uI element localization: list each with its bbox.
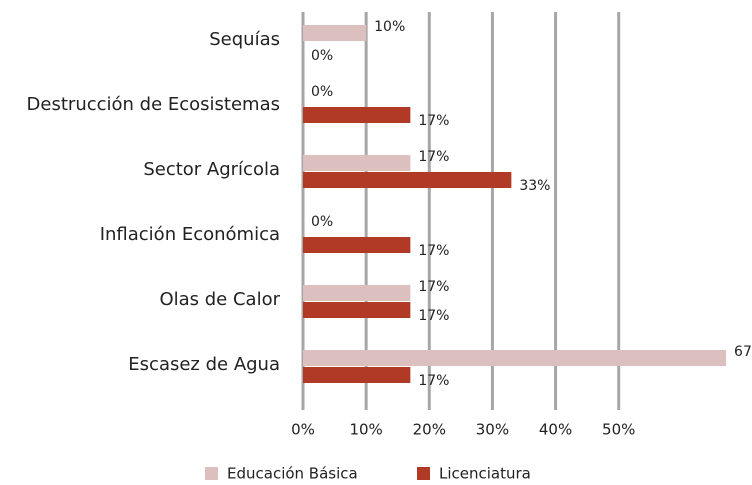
legend-label: Educación Básica bbox=[227, 465, 358, 482]
value-label: 17% bbox=[418, 149, 449, 165]
x-tick-label: 0% bbox=[291, 421, 315, 439]
category-label: Destrucción de Ecosistemas bbox=[27, 94, 280, 115]
category-label: Sector Agrícola bbox=[143, 159, 280, 180]
bar bbox=[303, 25, 367, 41]
value-label: 0% bbox=[311, 84, 333, 100]
category-label: Sequías bbox=[209, 29, 280, 50]
value-label: 17% bbox=[418, 373, 449, 389]
bar bbox=[303, 302, 411, 318]
x-tick-label: 50% bbox=[602, 421, 635, 439]
bar bbox=[303, 155, 411, 171]
value-label: 0% bbox=[311, 48, 333, 64]
bar bbox=[303, 367, 411, 383]
x-tick-label: 40% bbox=[539, 421, 572, 439]
value-label: 17% bbox=[418, 279, 449, 295]
value-label: 10% bbox=[374, 19, 405, 35]
x-tick-label: 10% bbox=[349, 421, 382, 439]
legend-swatch bbox=[417, 467, 430, 480]
x-tick-label: 30% bbox=[476, 421, 509, 439]
category-label: Olas de Calor bbox=[159, 289, 280, 310]
bar bbox=[303, 172, 512, 188]
value-label: 0% bbox=[311, 214, 333, 230]
bar bbox=[303, 237, 411, 253]
legend-swatch bbox=[205, 467, 218, 480]
value-label: 33% bbox=[519, 178, 550, 194]
value-label: 67% bbox=[734, 344, 752, 360]
category-label: Escasez de Agua bbox=[128, 354, 280, 375]
value-label: 17% bbox=[418, 308, 449, 324]
value-label: 17% bbox=[418, 113, 449, 129]
bar bbox=[303, 350, 727, 366]
category-label: Inflación Económica bbox=[100, 224, 280, 245]
x-tick-label: 20% bbox=[413, 421, 446, 439]
value-label: 17% bbox=[418, 243, 449, 259]
legend-label: Licenciatura bbox=[439, 465, 531, 482]
bar bbox=[303, 285, 411, 301]
bar bbox=[303, 107, 411, 123]
